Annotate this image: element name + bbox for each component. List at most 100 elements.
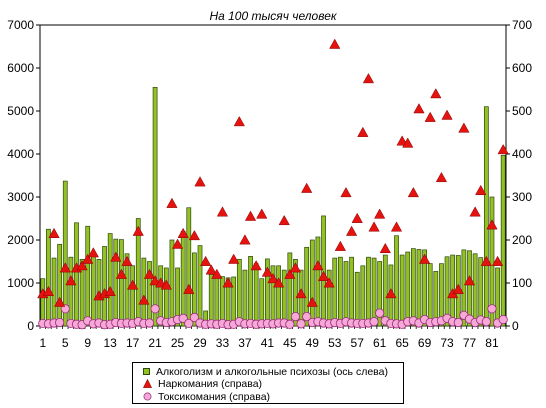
bar-alcoholism	[315, 236, 321, 327]
bar-alcoholism	[405, 251, 411, 327]
point-toxicomania	[302, 311, 312, 322]
point-narcomania	[256, 208, 268, 219]
legend-item-toxicomania: Токсикомания (справа)	[143, 390, 270, 403]
point-narcomania	[452, 283, 464, 294]
bar-alcoholism	[366, 256, 371, 327]
bar-alcoholism	[192, 252, 197, 327]
point-narcomania	[396, 135, 408, 146]
point-narcomania	[87, 247, 99, 258]
bar-alcoholism	[489, 196, 495, 327]
point-narcomania	[390, 221, 403, 232]
point-narcomania	[374, 208, 386, 219]
x-tick-label: 77	[463, 336, 477, 350]
x-tick-label: 73	[440, 336, 454, 350]
bar-alcoholism	[483, 106, 489, 327]
point-narcomania	[357, 126, 369, 137]
point-narcomania	[267, 272, 279, 284]
legend-label-toxicomania: Токсикомания (справа)	[158, 390, 271, 403]
point-narcomania	[430, 88, 442, 99]
point-narcomania	[295, 288, 307, 299]
bar-alcoholism	[399, 254, 405, 327]
bar-alcoholism	[304, 246, 310, 327]
x-tick-label: 13	[104, 336, 118, 350]
x-tick-label: 49	[306, 336, 320, 350]
point-narcomania	[323, 277, 335, 288]
point-toxicomania	[375, 308, 385, 318]
point-toxicomania	[290, 311, 301, 322]
bar-alcoholism	[74, 222, 79, 327]
x-tick-label: 29	[193, 336, 207, 350]
point-narcomania	[379, 242, 391, 254]
y-right-tick-label: 200	[512, 233, 532, 247]
point-narcomania	[362, 73, 375, 84]
bar-alcoholism	[102, 246, 107, 327]
point-narcomania	[205, 264, 217, 275]
point-narcomania	[115, 268, 128, 279]
x-tick-label: 33	[216, 336, 230, 350]
y-left-tick-label: 1000	[7, 276, 34, 290]
bar-alcoholism	[51, 257, 57, 327]
point-narcomania	[171, 238, 184, 249]
legend-label-narcomania: Наркомания (справа)	[158, 377, 263, 390]
point-narcomania	[200, 255, 212, 266]
bar-alcoholism	[46, 228, 51, 327]
point-toxicomania	[55, 317, 65, 328]
bar-alcoholism	[410, 248, 416, 327]
point-narcomania	[418, 253, 431, 264]
point-narcomania	[486, 219, 498, 230]
bar-alcoholism	[236, 259, 242, 327]
bar-alcoholism	[444, 256, 450, 327]
y-right-tick-label: 100	[512, 276, 532, 290]
point-narcomania	[458, 122, 470, 133]
bar-alcoholism	[439, 263, 444, 327]
bar-alcoholism	[186, 207, 192, 327]
point-narcomania	[110, 251, 122, 262]
bar-alcoholism	[259, 278, 265, 327]
bar-alcoholism	[90, 252, 96, 327]
bar-alcoholism	[354, 271, 360, 327]
x-tick-label: 61	[373, 336, 387, 350]
bar-alcoholism	[169, 239, 175, 327]
x-tick-label: 53	[328, 336, 342, 350]
y-left-tick-label: 5000	[7, 104, 34, 118]
point-narcomania	[385, 288, 397, 299]
y-left-tick-label: 0	[27, 319, 34, 333]
y-left-tick-label: 2000	[7, 233, 34, 247]
bar-alcoholism	[180, 231, 186, 327]
point-narcomania	[132, 225, 144, 236]
point-narcomania	[480, 255, 492, 266]
point-narcomania	[42, 285, 55, 297]
bar-alcoholism	[338, 256, 343, 327]
point-narcomania	[278, 214, 290, 226]
x-tick-label: 69	[418, 336, 432, 350]
legend-bar-swatch	[143, 368, 150, 375]
bar-alcoholism	[57, 243, 63, 327]
point-narcomania	[301, 182, 313, 193]
point-narcomania	[216, 206, 229, 217]
point-toxicomania	[184, 318, 194, 329]
bar-alcoholism	[231, 276, 237, 327]
point-narcomania	[435, 171, 448, 183]
point-narcomania	[289, 262, 302, 273]
bar-alcoholism	[130, 265, 136, 327]
point-toxicomania	[150, 304, 160, 314]
bar-alcoholism	[309, 239, 315, 327]
x-tick-label: 41	[261, 336, 275, 350]
point-toxicomania	[487, 304, 497, 314]
point-narcomania	[59, 262, 71, 273]
x-tick-label: 81	[485, 336, 499, 350]
point-narcomania	[211, 268, 223, 279]
point-narcomania	[469, 206, 481, 217]
point-narcomania	[155, 277, 167, 288]
bar-alcoholism	[461, 249, 467, 327]
bar-alcoholism	[495, 267, 500, 327]
point-narcomania	[441, 109, 453, 120]
x-tick-label: 65	[395, 336, 409, 350]
point-narcomania	[407, 186, 419, 198]
bar-alcoholism	[197, 245, 203, 327]
point-narcomania	[329, 38, 341, 49]
bar-alcoholism	[377, 261, 383, 327]
point-toxicomania	[189, 312, 199, 322]
